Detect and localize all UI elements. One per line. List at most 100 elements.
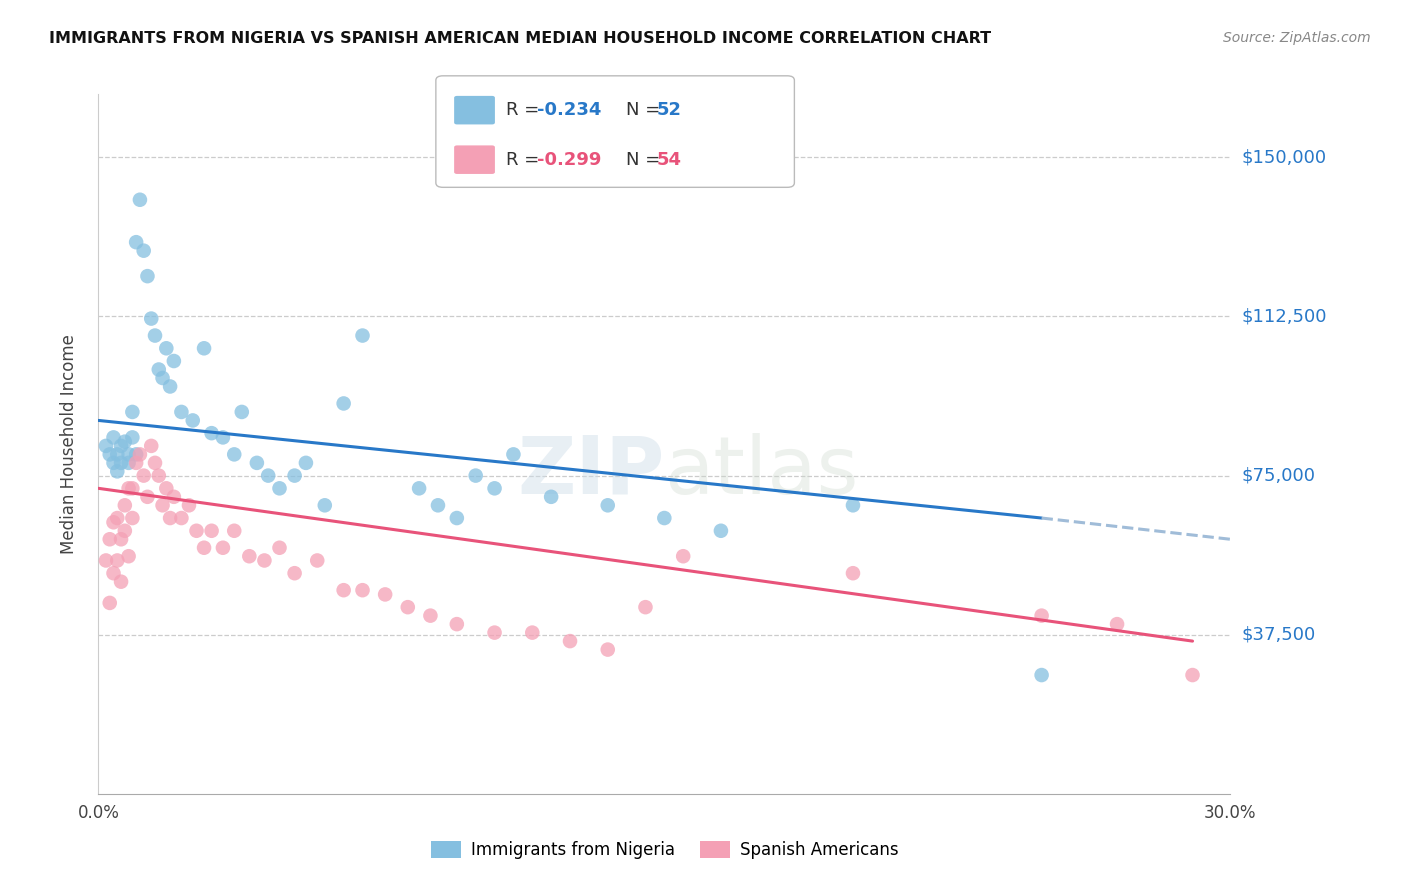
Point <box>1107 617 1129 632</box>
Point <box>125 447 148 461</box>
Point <box>98 533 121 547</box>
Point <box>212 541 235 555</box>
Text: atlas: atlas <box>665 433 859 511</box>
Point <box>446 617 468 632</box>
Point <box>159 379 181 393</box>
Point <box>114 434 136 449</box>
Text: $75,000: $75,000 <box>1241 467 1316 484</box>
Text: ZIP: ZIP <box>517 433 665 511</box>
Text: Source: ZipAtlas.com: Source: ZipAtlas.com <box>1223 31 1371 45</box>
Point <box>170 511 193 525</box>
Point <box>332 583 354 598</box>
Point <box>117 456 139 470</box>
Point <box>94 553 117 567</box>
Point <box>141 439 163 453</box>
Point <box>284 468 307 483</box>
Point <box>842 498 865 512</box>
Point <box>94 439 117 453</box>
Text: R =: R = <box>506 101 546 120</box>
Point <box>253 553 276 567</box>
Point <box>257 468 280 483</box>
Point <box>502 447 524 461</box>
Point <box>672 549 695 564</box>
Text: $37,500: $37,500 <box>1241 626 1316 644</box>
Point <box>105 511 128 525</box>
Point <box>842 566 865 581</box>
Point <box>464 468 486 483</box>
Point <box>129 447 152 461</box>
Y-axis label: Median Household Income: Median Household Income <box>59 334 77 554</box>
Point <box>419 608 441 623</box>
Point <box>125 456 148 470</box>
Point <box>558 634 581 648</box>
Point <box>143 328 166 343</box>
Point <box>596 498 619 512</box>
Point <box>103 430 125 444</box>
Point <box>148 362 170 376</box>
Point <box>117 481 139 495</box>
Point <box>155 481 177 495</box>
Point <box>193 341 215 355</box>
Point <box>186 524 208 538</box>
Point <box>332 396 354 410</box>
Point <box>132 468 155 483</box>
Point <box>117 549 139 564</box>
Point <box>396 600 419 615</box>
Point <box>1031 608 1053 623</box>
Point <box>224 447 246 461</box>
Point <box>212 430 235 444</box>
Point <box>193 541 215 555</box>
Text: N =: N = <box>626 101 665 120</box>
Legend: Immigrants from Nigeria, Spanish Americans: Immigrants from Nigeria, Spanish America… <box>423 835 905 866</box>
Point <box>710 524 733 538</box>
Point <box>1181 668 1204 682</box>
Point <box>408 481 430 495</box>
Point <box>427 498 450 512</box>
Text: IMMIGRANTS FROM NIGERIA VS SPANISH AMERICAN MEDIAN HOUSEHOLD INCOME CORRELATION : IMMIGRANTS FROM NIGERIA VS SPANISH AMERI… <box>49 31 991 46</box>
Point <box>269 481 291 495</box>
Point <box>201 426 224 441</box>
Text: -0.234: -0.234 <box>537 101 602 120</box>
Point <box>105 464 128 478</box>
Point <box>132 244 155 258</box>
Point <box>152 498 174 512</box>
Point <box>105 553 128 567</box>
Point <box>163 490 186 504</box>
Point <box>117 447 139 461</box>
Point <box>152 371 174 385</box>
Point <box>269 541 291 555</box>
Point <box>121 430 143 444</box>
Point <box>201 524 224 538</box>
Point <box>446 511 468 525</box>
Text: 54: 54 <box>657 151 682 169</box>
Point <box>484 481 506 495</box>
Point <box>246 456 269 470</box>
Point <box>136 490 159 504</box>
Point <box>155 341 177 355</box>
Point <box>103 516 125 530</box>
Point <box>163 354 186 368</box>
Point <box>110 574 132 589</box>
Point <box>143 456 166 470</box>
Point <box>484 625 506 640</box>
Point <box>121 481 143 495</box>
Text: R =: R = <box>506 151 546 169</box>
Point <box>98 447 121 461</box>
Point <box>125 235 148 250</box>
Point <box>129 193 152 207</box>
Point <box>105 447 128 461</box>
Point <box>634 600 657 615</box>
Point <box>121 405 143 419</box>
Point <box>352 328 374 343</box>
Point <box>238 549 260 564</box>
Point <box>159 511 181 525</box>
Point <box>295 456 318 470</box>
Point <box>522 625 544 640</box>
Point <box>103 566 125 581</box>
Point <box>136 269 159 284</box>
Point <box>110 533 132 547</box>
Point <box>170 405 193 419</box>
Point <box>148 468 170 483</box>
Point <box>110 456 132 470</box>
Point <box>98 596 121 610</box>
